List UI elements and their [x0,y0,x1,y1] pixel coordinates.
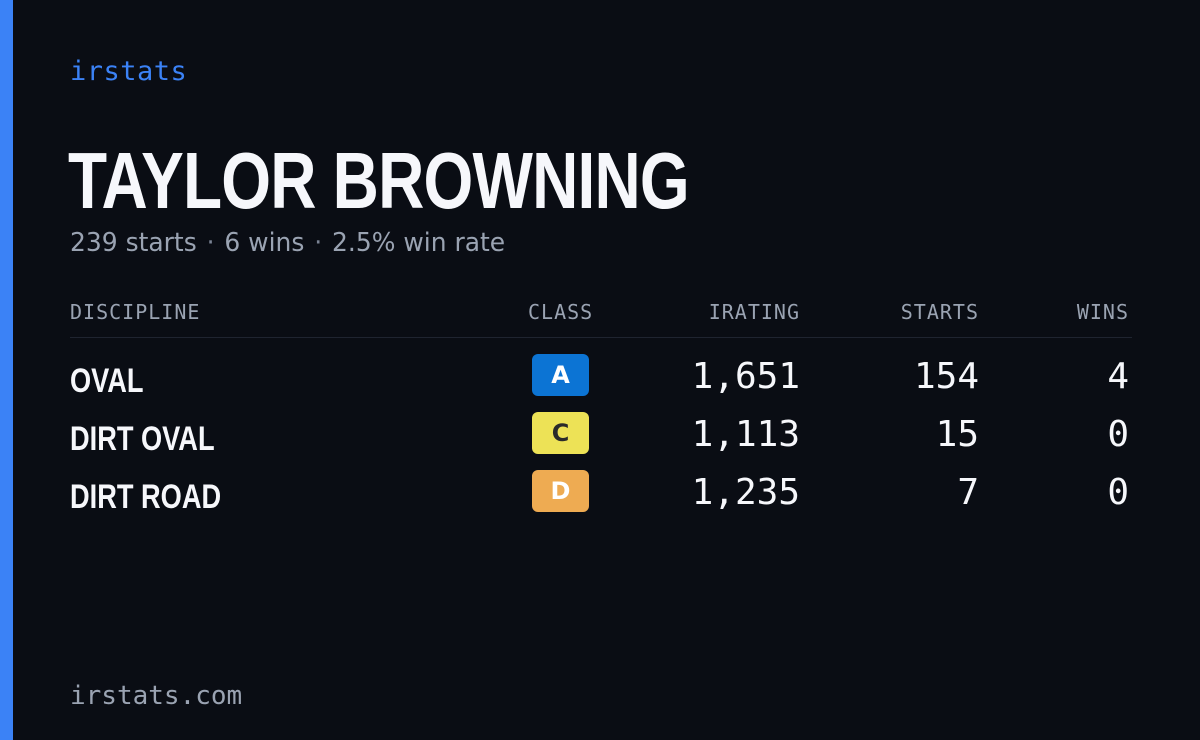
class-badge: C [532,412,589,454]
table-row: DIRT OVAL C 1,113 15 0 [0,412,1200,470]
win-rate-summary: 2.5% win rate [332,228,506,258]
irating-value: 1,113 [691,414,800,455]
accent-bar [0,0,13,740]
irating-value: 1,651 [691,356,800,397]
separator: · [206,228,215,258]
header-discipline: DISCIPLINE [70,300,201,324]
wins-summary: 6 wins [224,228,305,258]
header-starts: STARTS [900,300,979,324]
starts-value: 154 [913,356,979,397]
irating-value: 1,235 [691,472,800,513]
table-row: DIRT ROAD D 1,235 7 0 [0,470,1200,528]
wins-value: 0 [1107,414,1129,455]
wins-value: 0 [1107,472,1129,513]
driver-name: TAYLOR BROWNING [68,136,690,225]
wins-value: 4 [1107,356,1129,397]
driver-summary: 239 starts · 6 wins · 2.5% win rate [70,228,505,258]
table-row: OVAL A 1,651 154 4 [0,354,1200,412]
starts-summary: 239 starts [70,228,197,258]
discipline-name: DIRT OVAL [70,420,215,458]
header-irating: IRATING [708,300,800,324]
class-badge: D [532,470,589,512]
brand-logo: irstats [70,56,188,87]
starts-value: 7 [957,472,979,513]
header-class: CLASS [528,300,594,324]
starts-value: 15 [935,414,979,455]
header-wins: WINS [1076,300,1129,324]
class-badge: A [532,354,589,396]
discipline-name: DIRT ROAD [70,478,222,516]
separator: · [314,228,323,258]
header-divider [70,337,1132,338]
discipline-name: OVAL [70,362,144,400]
footer-url[interactable]: irstats.com [70,681,243,711]
